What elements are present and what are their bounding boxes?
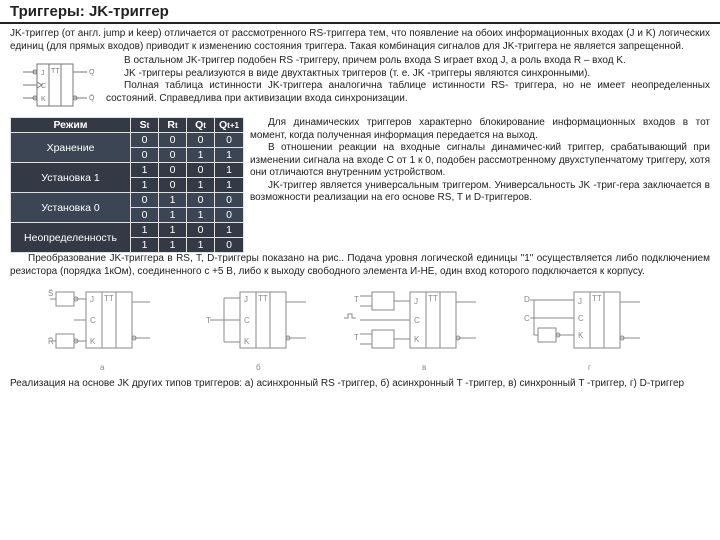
page-title: Триггеры: JK-триггер xyxy=(0,0,720,24)
jk-symbol-diagram: J C K TT Q Q̄ xyxy=(10,55,100,115)
svg-text:в: в xyxy=(422,363,426,372)
svg-text:J: J xyxy=(578,297,582,306)
svg-text:TT: TT xyxy=(592,294,602,303)
r1-p3: Полная таблица истинности JK-триггера ан… xyxy=(106,80,710,105)
svg-text:J: J xyxy=(90,295,94,304)
r1-p2: JK -триггеры реализуются в виде двухтакт… xyxy=(106,68,710,81)
svg-text:K: K xyxy=(244,337,250,346)
svg-text:а: а xyxy=(100,363,105,372)
svg-text:T: T xyxy=(206,316,211,325)
svg-text:TT: TT xyxy=(104,294,114,303)
row-table-and-text: Режим St Rt Qt Qt+1 Хранение00000011Уста… xyxy=(10,117,710,253)
truth-table: Режим St Rt Qt Qt+1 Хранение00000011Уста… xyxy=(10,117,244,253)
table-row: Установка 11001 xyxy=(11,163,244,178)
table-row: Неопределенность1101 xyxy=(11,223,244,238)
r2-p1: Для динамических триггеров характерно бл… xyxy=(250,117,710,142)
table-row: Установка 00100 xyxy=(11,193,244,208)
r2-p3: JK-триггер является универсальным тригге… xyxy=(250,180,710,205)
svg-text:C: C xyxy=(524,314,530,323)
svg-text:TT: TT xyxy=(428,294,438,303)
svg-text:C: C xyxy=(244,316,250,325)
svg-text:C: C xyxy=(578,314,584,323)
svg-text:K: K xyxy=(90,337,96,346)
svg-text:T: T xyxy=(354,295,359,304)
row1-text: В остальном JK-триггер подобен RS -тригг… xyxy=(106,55,710,115)
page-content: JK-триггер (от англ. jump и keep) отлича… xyxy=(0,24,720,391)
svg-text:Q: Q xyxy=(89,69,95,76)
svg-text:K: K xyxy=(578,331,584,340)
r1-p1: В остальном JK-триггер подобен RS -тригг… xyxy=(106,55,710,68)
r2-p2: В отношении реакции на входные сигналы д… xyxy=(250,142,710,180)
row2-text: Для динамических триггеров характерно бл… xyxy=(250,117,710,253)
table-row: Хранение0000 xyxy=(11,133,244,148)
svg-text:D: D xyxy=(524,295,530,304)
svg-text:TT: TT xyxy=(51,68,60,75)
svg-text:K: K xyxy=(41,96,46,103)
svg-text:J: J xyxy=(414,297,418,306)
svg-text:б: б xyxy=(256,363,261,372)
svg-text:K: K xyxy=(414,335,420,344)
row-symbol-and-text: J C K TT Q Q̄ В остальном JK-триггер под… xyxy=(10,55,710,115)
svg-text:J: J xyxy=(244,295,248,304)
truth-table-header: Режим St Rt Qt Qt+1 xyxy=(11,118,244,133)
svg-text:J: J xyxy=(41,70,45,77)
diagram-caption: Реализация на основе JK других типов три… xyxy=(10,378,710,391)
svg-text:Q̄: Q̄ xyxy=(89,94,95,102)
svg-text:C: C xyxy=(90,316,96,325)
after-paragraph: Преобразование JK-триггера в RS, T, D-тр… xyxy=(10,253,710,278)
intro-paragraph: JK-триггер (от англ. jump и keep) отлича… xyxy=(10,28,710,53)
svg-text:S̄: S̄ xyxy=(48,289,53,298)
svg-text:C: C xyxy=(414,316,420,325)
svg-text:г: г xyxy=(588,363,591,372)
svg-text:T: T xyxy=(354,333,359,342)
conversion-diagrams: S̄R̄ JCK TT а T JCK TT б TT JCK TT в xyxy=(10,284,710,376)
svg-text:R̄: R̄ xyxy=(48,337,54,346)
svg-text:C: C xyxy=(41,83,46,90)
svg-text:TT: TT xyxy=(258,294,268,303)
